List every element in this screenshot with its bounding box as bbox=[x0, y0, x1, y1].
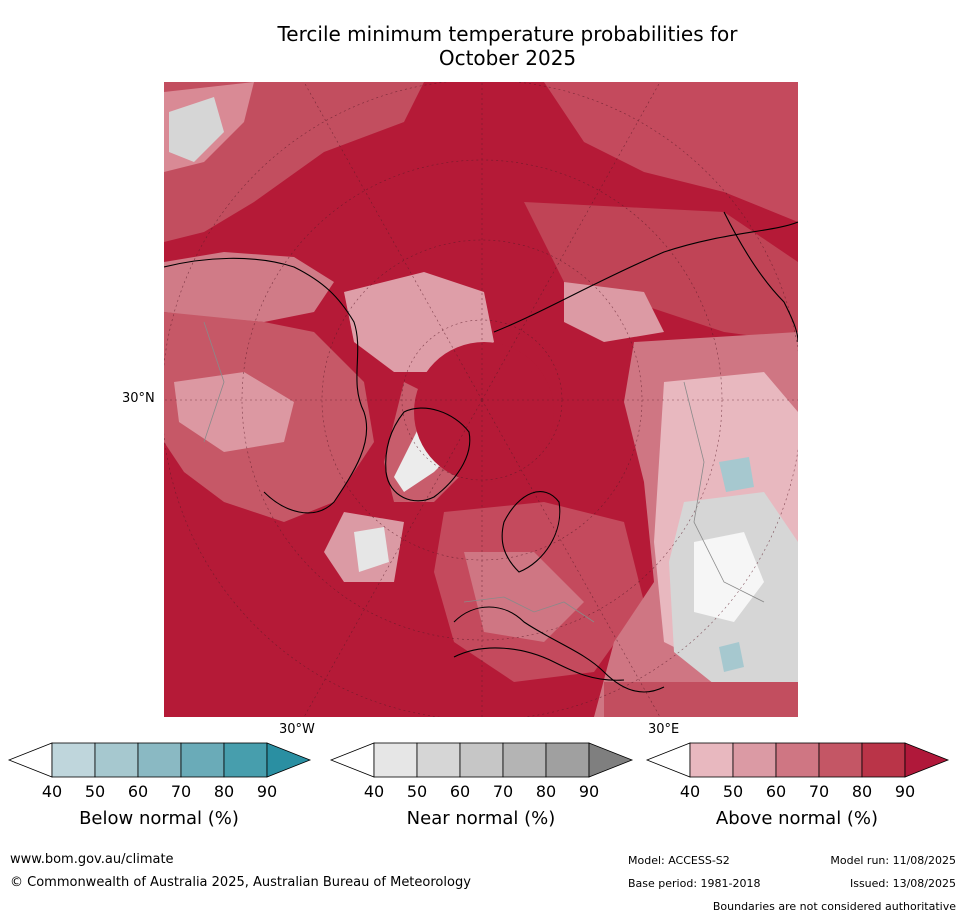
issued-text: Issued: 13/08/2025 bbox=[849, 877, 956, 890]
region-asia-blue bbox=[719, 457, 754, 492]
region-siberia-light bbox=[564, 282, 664, 342]
base-period-text: Base period: 1981-2018 bbox=[628, 877, 761, 890]
colorbar-tick-label: 40 bbox=[41, 782, 63, 801]
region-top-right bbox=[544, 82, 798, 222]
colorbar-segment bbox=[545, 742, 590, 778]
colorbar-segment bbox=[373, 742, 418, 778]
colorbar-arrow-low bbox=[329, 742, 375, 778]
graticule bbox=[164, 82, 798, 717]
region-siberia bbox=[524, 202, 798, 342]
colorbar-segment bbox=[51, 742, 96, 778]
coast-mediterranean bbox=[453, 647, 625, 681]
colorbar-segment bbox=[502, 742, 547, 778]
colorbar-arrow-low bbox=[645, 742, 691, 778]
colorbar-arrow-high bbox=[266, 742, 312, 778]
colorbar-tick-label: 90 bbox=[256, 782, 278, 801]
region-europe-light bbox=[464, 552, 584, 642]
disclaimer-text: Boundaries are not considered authoritat… bbox=[712, 900, 956, 913]
colorbar-tick-label: 80 bbox=[213, 782, 235, 801]
colorbar-tick-label: 40 bbox=[363, 782, 385, 801]
lat-label-30n: 30°N bbox=[122, 391, 155, 406]
region-atlantic-grey bbox=[354, 527, 389, 572]
colorbar-tick-label: 50 bbox=[406, 782, 428, 801]
coastlines bbox=[164, 211, 798, 693]
colorbar-arrow-high bbox=[588, 742, 634, 778]
colorbar-segment bbox=[94, 742, 139, 778]
region-pacific-grey bbox=[169, 97, 224, 162]
region-asia-white bbox=[694, 532, 764, 622]
probability-map bbox=[164, 82, 798, 717]
colorbar-tick-label: 50 bbox=[722, 782, 744, 801]
copyright-text: © Commonwealth of Australia 2025, Austra… bbox=[10, 875, 471, 890]
colorbar-tick-label: 70 bbox=[492, 782, 514, 801]
colorbar-below-label: Below normal (%) bbox=[79, 808, 239, 829]
coast-eurasia bbox=[493, 221, 798, 333]
colorbar-below-normal bbox=[7, 742, 312, 778]
colorbar-tick-label: 60 bbox=[127, 782, 149, 801]
meridian-8 bbox=[481, 82, 661, 401]
colorbar-arrow-high bbox=[904, 742, 950, 778]
colorbar-above-normal bbox=[645, 742, 950, 778]
colorbar-segment bbox=[689, 742, 734, 778]
colorbar-segment bbox=[180, 742, 225, 778]
map-title: Tercile minimum temperature probabilitie… bbox=[165, 22, 850, 70]
region-alaska bbox=[164, 252, 334, 322]
colorbar-near-graphic bbox=[329, 742, 634, 778]
region-arctic-islands bbox=[344, 272, 494, 372]
colorbar-segment bbox=[459, 742, 504, 778]
colorbar-tick-label: 40 bbox=[679, 782, 701, 801]
colorbar-segment bbox=[775, 742, 820, 778]
region-canada-light bbox=[174, 372, 294, 452]
colorbar-segment bbox=[137, 742, 182, 778]
colorbar-segment bbox=[223, 742, 268, 778]
model-text: Model: ACCESS-S2 bbox=[628, 854, 730, 867]
website-link[interactable]: www.bom.gov.au/climate bbox=[10, 852, 174, 867]
coast-europe bbox=[453, 606, 665, 693]
colorbar-segment bbox=[732, 742, 777, 778]
borders bbox=[203, 321, 765, 623]
meridian-6 bbox=[481, 399, 661, 717]
meridian-7 bbox=[303, 82, 483, 401]
colorbar-tick-label: 60 bbox=[765, 782, 787, 801]
colorbar-tick-label: 80 bbox=[535, 782, 557, 801]
border-1 bbox=[463, 596, 595, 623]
lon-label-30w: 30°W bbox=[279, 722, 315, 737]
colorbar-above-label: Above normal (%) bbox=[715, 808, 879, 829]
colorbar-below-graphic bbox=[7, 742, 312, 778]
border-2 bbox=[683, 381, 765, 603]
colorbar-segment bbox=[818, 742, 863, 778]
colorbar-arrow-low bbox=[7, 742, 53, 778]
colorbar-near-label: Near normal (%) bbox=[406, 808, 556, 829]
coast-north-america bbox=[164, 257, 368, 514]
border-3 bbox=[203, 321, 225, 443]
colorbar-tick-label: 90 bbox=[578, 782, 600, 801]
colorbar-segment bbox=[861, 742, 906, 778]
colorbar-tick-label: 70 bbox=[808, 782, 830, 801]
coast-asia-east bbox=[723, 211, 798, 343]
title-line-1: Tercile minimum temperature probabilitie… bbox=[277, 22, 738, 46]
region-arctic-ocean bbox=[414, 342, 554, 482]
model-run-text: Model run: 11/08/2025 bbox=[830, 854, 956, 867]
coast-scandinavia bbox=[501, 491, 561, 573]
region-asia-blue-2 bbox=[719, 642, 744, 672]
lon-label-30e: 30°E bbox=[648, 722, 680, 737]
coast-greenland bbox=[385, 407, 471, 502]
colorbar-tick-label: 90 bbox=[894, 782, 916, 801]
title-line-2: October 2025 bbox=[438, 46, 577, 70]
meridian-5 bbox=[303, 399, 483, 717]
region-south-east bbox=[604, 682, 798, 717]
map-canvas bbox=[164, 82, 798, 717]
colorbar-tick-label: 50 bbox=[84, 782, 106, 801]
colorbar-tick-label: 70 bbox=[170, 782, 192, 801]
colorbar-above-graphic bbox=[645, 742, 950, 778]
colorbar-near-normal bbox=[329, 742, 634, 778]
colorbar-tick-label: 80 bbox=[851, 782, 873, 801]
colorbar-segment bbox=[416, 742, 461, 778]
colorbar-tick-label: 60 bbox=[449, 782, 471, 801]
